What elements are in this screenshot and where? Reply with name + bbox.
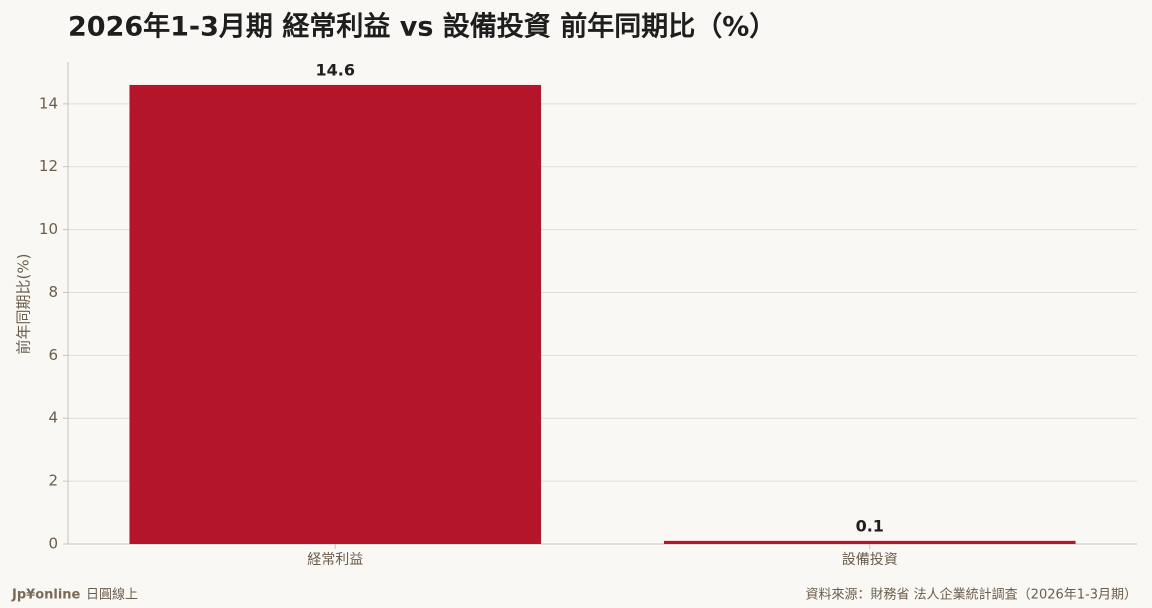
value-label: 14.6 — [316, 60, 355, 79]
x-tick-label: 設備投資 — [842, 552, 898, 568]
brand-sub: 日圓線上 — [86, 587, 138, 603]
source: 資料來源：財務省 法人企業統計調査（2026年1-3月期） — [806, 587, 1137, 603]
y-tick-label: 2 — [48, 472, 58, 490]
y-tick-label: 8 — [48, 283, 58, 301]
y-tick-label: 10 — [39, 220, 58, 238]
x-tick-label: 経常利益 — [307, 552, 363, 568]
brand: Jp¥online — [11, 588, 81, 603]
y-tick-label: 4 — [48, 409, 58, 427]
y-tick-label: 14 — [39, 94, 58, 112]
y-tick-label: 12 — [39, 157, 58, 175]
y-axis-label: 前年同期比(%) — [15, 254, 33, 355]
bar — [663, 540, 1076, 544]
bar — [129, 84, 542, 544]
y-tick-label: 6 — [48, 346, 58, 364]
value-label: 0.1 — [856, 516, 884, 535]
y-tick-label: 0 — [48, 535, 58, 553]
chart-title: 2026年1-3月期 経常利益 vs 設備投資 前年同期比（%） — [68, 11, 776, 43]
